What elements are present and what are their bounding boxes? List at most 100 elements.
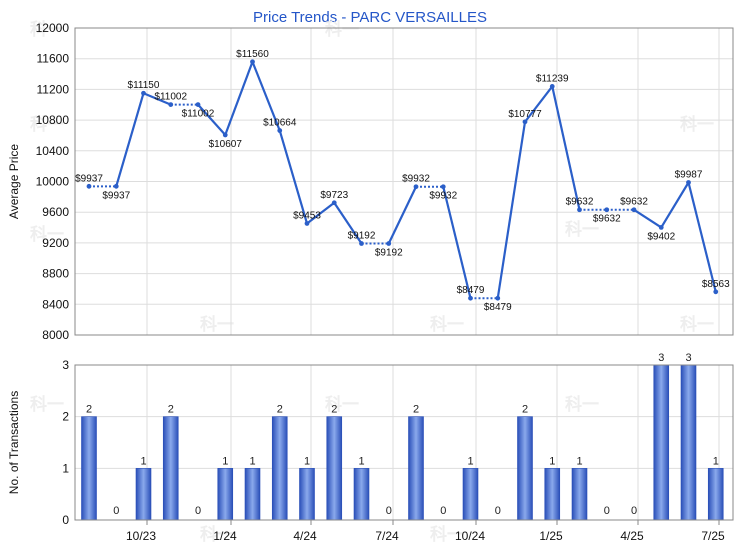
price-line-segment xyxy=(197,103,227,136)
watermark-mark: 科一 xyxy=(325,19,359,40)
price-data-label: $11239 xyxy=(536,73,569,84)
price-point xyxy=(413,184,419,190)
transaction-count-label: 2 xyxy=(331,404,337,416)
price-data-label: $8563 xyxy=(702,279,730,290)
price-data-label: $9987 xyxy=(675,169,703,180)
price-point xyxy=(113,183,119,189)
transaction-count-label: 3 xyxy=(685,352,691,364)
transaction-bar xyxy=(707,468,724,521)
watermark-mark: 科一 xyxy=(680,314,714,335)
price-y-tick-label: 9600 xyxy=(42,205,69,219)
price-line-segment xyxy=(660,181,690,228)
price-line-segment xyxy=(278,130,309,224)
price-y-tick-label: 8800 xyxy=(42,267,69,281)
price-data-label: $11560 xyxy=(236,49,269,60)
price-data-label: $11002 xyxy=(182,109,215,120)
price-point xyxy=(168,102,174,107)
price-data-label: $9402 xyxy=(647,231,675,242)
price-line-chart: 8000 8400 8800 9200 9600 10000 10400 10800 11200… xyxy=(7,21,734,342)
price-line-segment xyxy=(224,61,254,136)
price-point xyxy=(222,132,228,138)
price-point xyxy=(359,241,364,246)
price-plot-border xyxy=(74,27,734,336)
watermark-mark: 科一 xyxy=(565,219,599,240)
price-data-label: $9932 xyxy=(402,174,430,185)
transaction-count-label: 1 xyxy=(576,455,582,467)
transaction-count-label: 0 xyxy=(495,505,501,517)
x-tick-label: 10/23 xyxy=(126,529,156,543)
transaction-count-label: 1 xyxy=(140,455,146,467)
x-tick-label: 4/25 xyxy=(620,529,644,543)
price-data-label: $9632 xyxy=(593,214,621,225)
price-point xyxy=(440,184,446,190)
price-data-label: $9937 xyxy=(75,173,103,184)
price-data-label: $9632 xyxy=(620,197,648,208)
x-tick-label: 7/24 xyxy=(375,529,399,543)
x-tick-label: 7/25 xyxy=(701,529,725,543)
transaction-bar xyxy=(653,364,670,521)
transactions-bar-chart: 0 1 2 3 No. of Transactions 2 0 1 2 0 1 1 2 1 2 1 0 2 0 1 0 2… xyxy=(7,352,734,543)
price-point xyxy=(713,289,719,295)
transaction-count-label: 1 xyxy=(467,455,473,467)
price-y-tick-label: 8000 xyxy=(42,328,69,342)
watermark-mark: 科一 xyxy=(680,114,714,135)
price-point xyxy=(658,224,664,230)
price-line-segment xyxy=(442,186,472,299)
price-data-label: $9937 xyxy=(102,190,130,201)
x-tick-label: 1/24 xyxy=(213,529,237,543)
bar-y-tick-label: 2 xyxy=(62,410,69,424)
transaction-count-label: 3 xyxy=(658,352,664,364)
transaction-count-label: 0 xyxy=(440,505,446,517)
transaction-count-label: 1 xyxy=(358,455,364,467)
watermark-mark: 科一 xyxy=(30,394,64,415)
transaction-bar xyxy=(299,468,315,521)
price-data-label: $9723 xyxy=(320,190,348,201)
watermark-mark: 科一 xyxy=(30,19,64,40)
price-point xyxy=(386,241,392,246)
x-tick-label: 10/24 xyxy=(455,529,485,543)
transaction-bar xyxy=(680,364,697,521)
price-data-label: $10777 xyxy=(508,109,542,120)
transaction-count-label: 1 xyxy=(713,455,719,467)
transaction-count-label: 0 xyxy=(386,505,392,517)
transaction-count-label: 0 xyxy=(195,505,201,517)
price-data-label: $11150 xyxy=(128,80,160,91)
transaction-bar xyxy=(353,468,370,521)
transaction-count-label: 2 xyxy=(522,404,528,416)
price-y-tick-label: 10000 xyxy=(36,175,70,189)
price-point xyxy=(522,119,528,125)
watermark-mark: 科一 xyxy=(200,524,234,545)
bar-y-tick-label: 3 xyxy=(62,358,69,372)
transaction-bar xyxy=(544,468,561,521)
price-point xyxy=(250,59,255,65)
transaction-count-label: 1 xyxy=(549,455,555,467)
price-line-segment xyxy=(496,121,527,299)
price-point xyxy=(86,183,92,189)
price-data-label: $11002 xyxy=(154,92,187,103)
transaction-bar xyxy=(244,468,261,521)
price-y-tick-label: 8400 xyxy=(42,297,69,311)
transaction-count-label: 0 xyxy=(113,505,119,517)
watermark-mark: 科一 xyxy=(565,394,599,415)
transaction-bar xyxy=(571,468,588,521)
transaction-count-label: 2 xyxy=(277,404,283,416)
price-point xyxy=(141,90,146,96)
transaction-bar xyxy=(271,416,288,521)
transaction-bar xyxy=(135,468,152,521)
price-line-segment xyxy=(333,202,363,245)
price-y-tick-label: 9200 xyxy=(42,236,69,250)
transaction-count-label: 1 xyxy=(249,455,255,467)
price-y-axis-label: Average Price xyxy=(7,144,21,219)
price-line-segment xyxy=(687,182,717,293)
price-point xyxy=(195,102,201,107)
watermark-mark: 科一 xyxy=(430,524,464,545)
transaction-count-label: 1 xyxy=(304,455,310,467)
price-y-tick-label: 10800 xyxy=(36,113,70,127)
price-point xyxy=(331,200,337,206)
bar-plot-border xyxy=(74,364,734,521)
price-point xyxy=(549,84,555,89)
transaction-count-label: 1 xyxy=(222,455,228,467)
